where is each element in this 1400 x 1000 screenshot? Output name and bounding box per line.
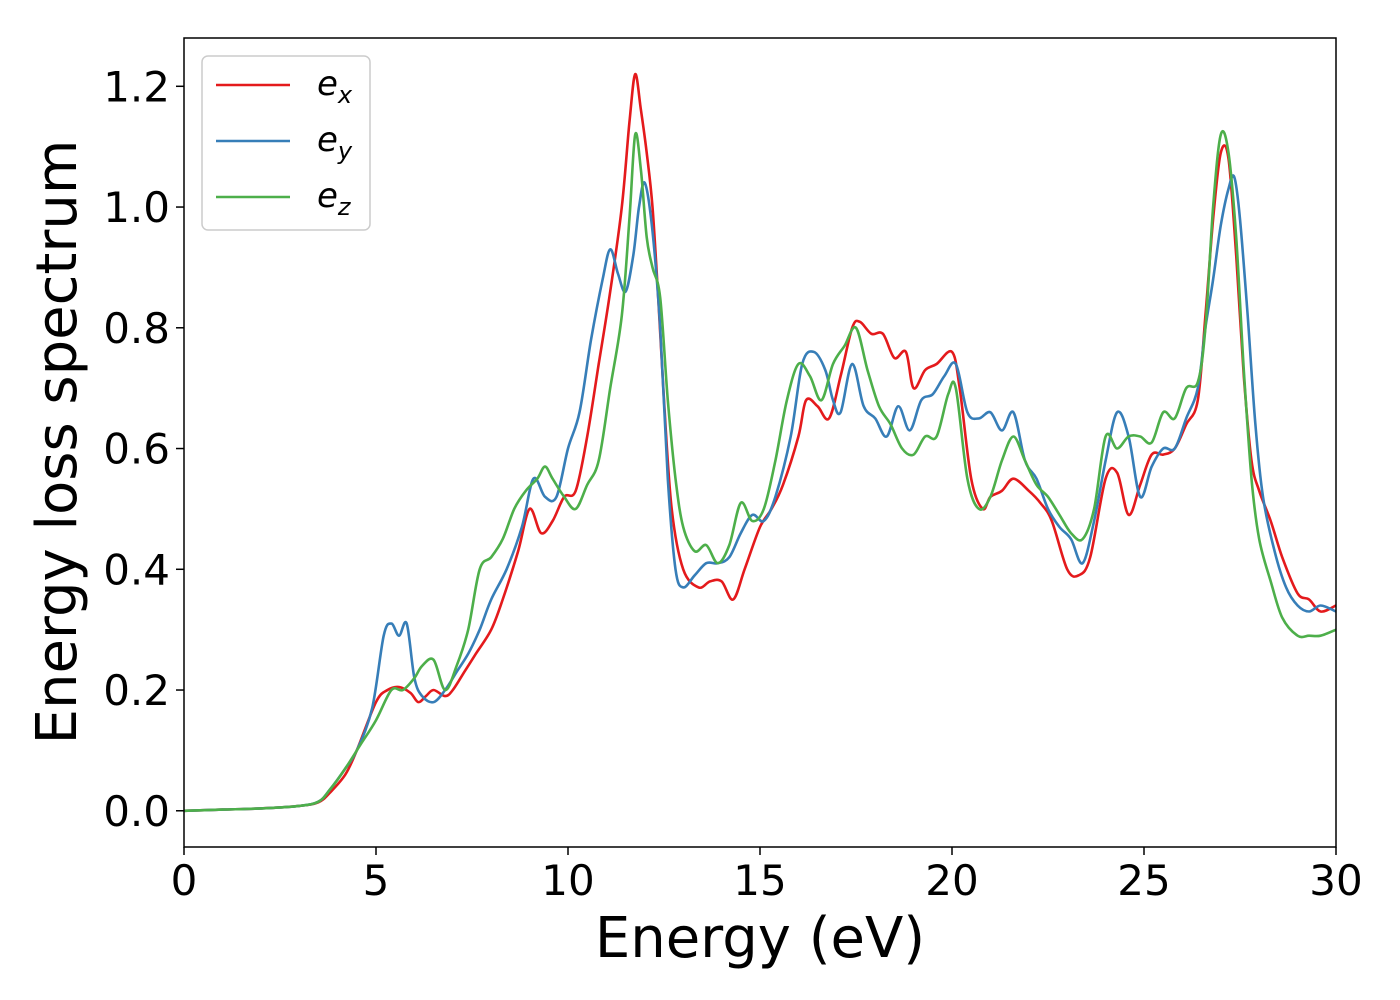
x-tick-label: 5: [363, 856, 390, 905]
series-line-z: [184, 129, 1336, 813]
legend: ex ey ez: [201, 55, 371, 231]
series-lines: [184, 72, 1336, 813]
legend-label-x: ex: [317, 64, 353, 109]
x-tick-label: 20: [925, 856, 978, 905]
legend-label-y: ey: [317, 120, 353, 165]
legend-frame: [201, 55, 371, 231]
y-tick-label: 1.0: [103, 183, 170, 232]
y-tick-label: 0.8: [103, 304, 170, 353]
x-axis-label: Energy (eV): [595, 906, 925, 971]
x-tick-label: 0: [171, 856, 198, 905]
x-tick-label: 25: [1117, 856, 1170, 905]
legend-label-z: ez: [317, 176, 352, 221]
y-tick-label: 0.4: [103, 545, 170, 594]
y-tick-label: 0.2: [103, 666, 170, 715]
x-axis-ticks: 0 5 10 15 20 25 30: [171, 847, 1363, 905]
y-axis-ticks: 0.0 0.2 0.4 0.6 0.8 1.0 1.2: [103, 62, 184, 836]
y-axis-label: Energy loss spectrum: [25, 140, 90, 745]
series-line-y: [184, 174, 1336, 813]
x-tick-label: 15: [733, 856, 786, 905]
y-tick-label: 0.6: [103, 425, 170, 474]
y-tick-label: 1.2: [103, 62, 170, 111]
x-tick-label: 30: [1309, 856, 1362, 905]
y-tick-label: 0.0: [103, 787, 170, 836]
x-tick-label: 10: [541, 856, 594, 905]
